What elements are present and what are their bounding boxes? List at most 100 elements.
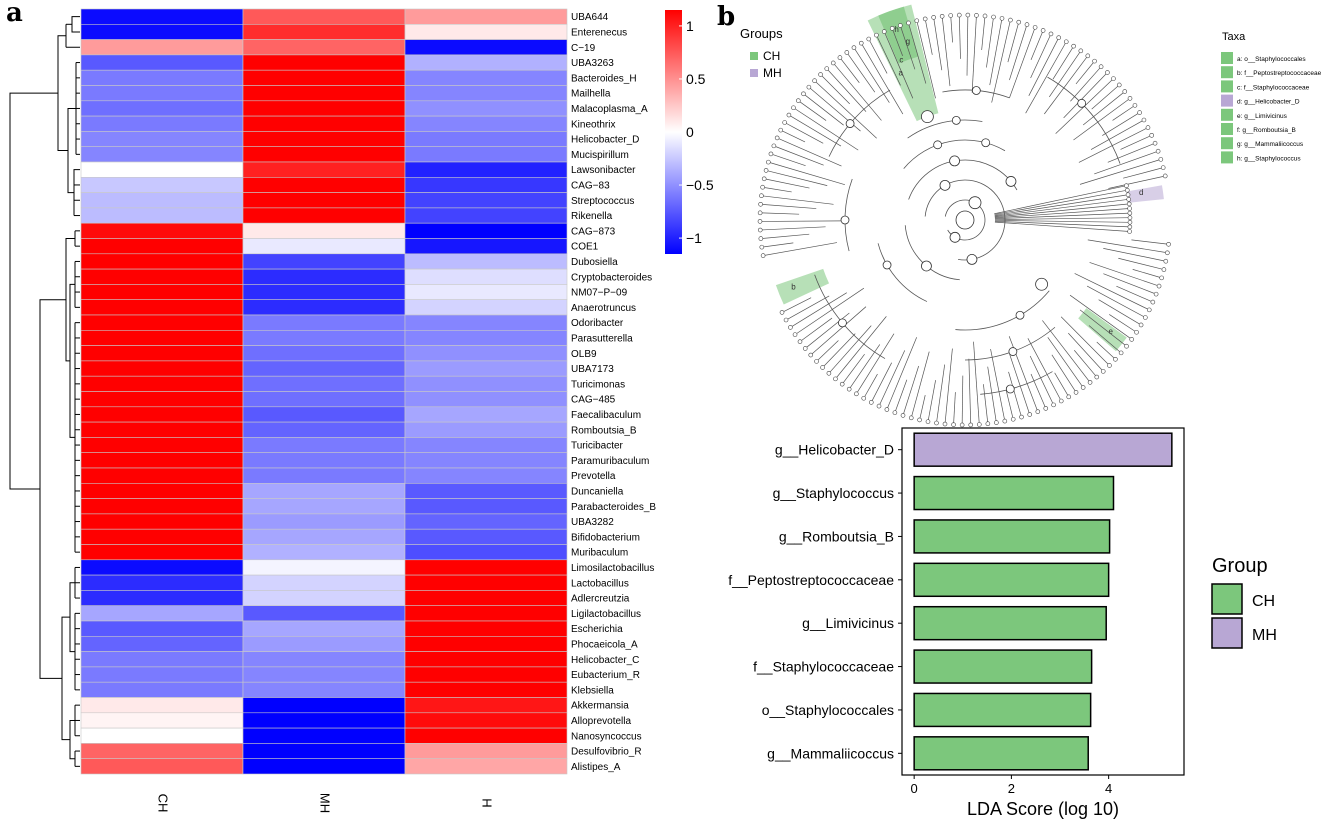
- heatmap-cell: [80, 161, 244, 178]
- clade-branch: [886, 337, 918, 410]
- heatmap-cell: [80, 391, 244, 408]
- lda-bar: [913, 649, 1093, 684]
- row-label: Prevotella: [571, 471, 616, 482]
- y-tick-label: o__Staphylococcales: [762, 702, 894, 718]
- clade-branch: [1009, 27, 1036, 98]
- heatmap-cell: [242, 498, 406, 515]
- heatmap-cell: [80, 452, 244, 469]
- clade-leaf-node: [1040, 28, 1046, 33]
- clade-branch: [826, 68, 867, 112]
- clade-branch: [1042, 320, 1091, 383]
- y-tick-label: g__Mammaliicoccus: [767, 745, 894, 761]
- dendrogram-branch: [61, 616, 70, 741]
- clade-branch: [987, 366, 997, 423]
- heatmap-cell: [80, 758, 244, 775]
- clade-branch: [971, 15, 977, 93]
- clade-leaf-node: [1158, 157, 1164, 162]
- y-tick-label: f__Staphylococcaceae: [753, 659, 894, 675]
- heatmap-cell: [404, 452, 568, 469]
- clade-leaf-node: [1127, 210, 1133, 216]
- clade-leaf-node: [782, 120, 787, 125]
- group-legend-title: Group: [1212, 555, 1268, 577]
- clade-arc: [844, 178, 853, 252]
- heatmap-cell: [404, 146, 568, 163]
- clade-leaf-node: [792, 332, 798, 337]
- heatmap-cell: [80, 498, 244, 515]
- heatmap-cell: [404, 54, 568, 71]
- clade-branch: [958, 15, 961, 59]
- clade-leaf-node: [1098, 64, 1104, 70]
- clade-arc: [877, 243, 928, 302]
- heatmap-cell: [404, 161, 568, 178]
- clade-branch: [788, 114, 842, 147]
- heatmap-cell: [242, 207, 406, 224]
- lda-bar: [913, 605, 1107, 641]
- lda-bar: [913, 562, 1110, 598]
- clade-branch: [1118, 257, 1164, 270]
- heatmap-cell: [242, 85, 406, 102]
- heatmap-cell: [404, 559, 568, 576]
- clade-node: [1008, 347, 1018, 356]
- colorbar-gradient: [665, 10, 682, 254]
- clade-leaf-node: [759, 193, 764, 199]
- clade-branch: [1068, 332, 1104, 372]
- row-label: Bacteroides_H: [571, 73, 637, 84]
- clade-leaf-node: [900, 413, 906, 418]
- row-label: UBA3263: [571, 58, 614, 69]
- clade-leaf-node: [906, 20, 911, 26]
- clade-leaf-node: [844, 50, 850, 55]
- groups-legend-label: MH: [763, 66, 782, 80]
- clade-leaf-node: [874, 32, 879, 38]
- heatmap-cell: [242, 635, 406, 652]
- colorbar-tick-label: −0.5: [686, 177, 714, 193]
- clade-branch: [1074, 273, 1150, 311]
- clade-highlight-letter: a: [899, 69, 904, 78]
- clade-branch: [1089, 262, 1160, 287]
- clade-branch: [1009, 24, 1028, 81]
- clade-branch: [848, 344, 881, 390]
- clade-branch: [1088, 325, 1122, 354]
- clade-leaf-node: [1146, 307, 1152, 313]
- clade-leaf-node: [881, 29, 887, 34]
- row-label: CAG−485: [571, 395, 616, 406]
- clade-branch: [994, 198, 1129, 217]
- clade-leaf-node: [824, 66, 830, 71]
- heatmap-cell: [404, 605, 568, 622]
- taxa-legend-title: Taxa: [1222, 31, 1246, 43]
- row-label: Dubosiella: [571, 257, 618, 268]
- clade-branch: [777, 137, 842, 167]
- clade-branch: [790, 292, 847, 328]
- clade-leaf-node: [1145, 125, 1151, 130]
- clade-branch: [1112, 105, 1136, 121]
- heatmap-cell: [242, 605, 406, 622]
- clade-leaf-node: [768, 151, 774, 157]
- clade-node: [1077, 98, 1087, 108]
- taxa-legend-swatch: [1221, 94, 1233, 107]
- heatmap-cell: [404, 635, 568, 652]
- heatmap-cell: [242, 528, 406, 545]
- heatmap-cell: [242, 574, 406, 591]
- clade-leaf-node: [931, 15, 936, 20]
- heatmap-cell: [404, 39, 568, 56]
- clade-leaf-node: [1127, 206, 1132, 211]
- heatmap-cell: [242, 743, 406, 760]
- clade-branch: [760, 226, 826, 231]
- heatmap-cell: [242, 666, 406, 683]
- clade-leaf-node: [1165, 250, 1170, 256]
- heatmap-cell: [80, 177, 244, 193]
- heatmap-cell: [404, 314, 568, 331]
- clade-branch: [919, 395, 926, 420]
- heatmap-cell: [242, 406, 406, 423]
- taxa-legend-label: e: g__Limivicinus: [1237, 113, 1288, 120]
- clade-leaf-node: [858, 40, 864, 46]
- heatmap-cell: [80, 54, 244, 71]
- clade-branch: [994, 212, 1130, 220]
- heatmap-cell: [242, 345, 406, 362]
- clade-node: [1005, 176, 1017, 187]
- clade-branch: [910, 351, 930, 418]
- clade-leaf-node: [1127, 224, 1133, 230]
- row-label: Lawsonibacter: [571, 165, 636, 176]
- clade-leaf-node: [796, 98, 801, 103]
- heatmap-cell: [404, 758, 568, 775]
- clade-branch: [820, 74, 850, 105]
